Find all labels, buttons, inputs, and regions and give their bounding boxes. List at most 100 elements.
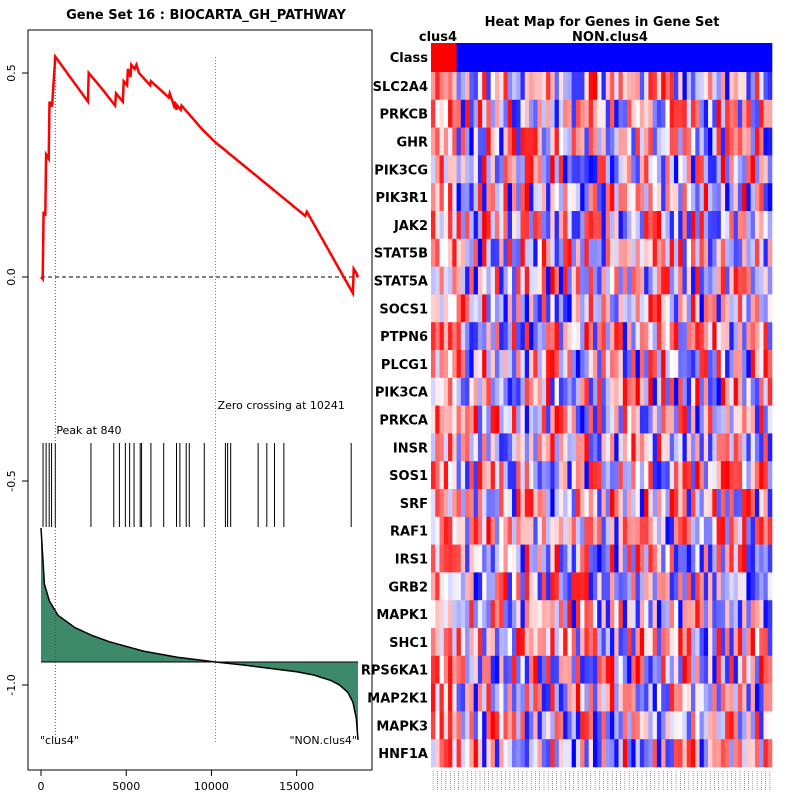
- heatmap-cell: [592, 72, 598, 101]
- heatmap-cell: [678, 739, 683, 768]
- heatmap-cell: [661, 433, 666, 462]
- heatmap-cell: [673, 238, 679, 267]
- heatmap-cell: [682, 266, 688, 295]
- heatmap-cell: [456, 350, 462, 379]
- heatmap-cell: [737, 628, 743, 657]
- heatmap-cell: [737, 600, 743, 629]
- heatmap-cell: [669, 572, 675, 601]
- heatmap-cell: [597, 377, 602, 406]
- heatmap-cell: [703, 377, 709, 406]
- heatmap-cell: [644, 711, 649, 740]
- heatmap-row-label: PRKCA: [379, 414, 428, 429]
- heatmap-cell: [712, 739, 717, 768]
- heatmap-cell: [503, 155, 509, 184]
- heatmap-cell: [435, 266, 440, 295]
- heatmap-cell: [661, 155, 666, 184]
- heatmap-cell: [486, 183, 491, 212]
- heatmap-cell: [541, 183, 547, 212]
- heatmap-cell: [648, 294, 653, 323]
- heatmap-cell: [648, 72, 653, 101]
- heatmap-cell: [750, 99, 756, 128]
- heatmap-cell: [682, 294, 688, 323]
- heatmap-cell: [490, 544, 496, 573]
- heatmap-cell: [486, 322, 491, 351]
- heatmap-cell: [592, 655, 598, 684]
- heatmap-cell: [511, 183, 517, 212]
- heatmap-cell: [494, 155, 500, 184]
- heatmap-cell: [507, 655, 513, 684]
- class-bar-segment: [431, 43, 457, 72]
- heatmap-cell: [686, 683, 692, 712]
- heatmap-cell: [494, 683, 500, 712]
- heatmap-cell: [469, 72, 474, 101]
- heatmap-cell: [452, 350, 457, 379]
- heatmap-cell: [699, 600, 705, 629]
- heatmap-cell: [699, 572, 705, 601]
- heatmap-cell: [716, 600, 722, 629]
- heatmap-cell: [580, 739, 585, 768]
- heatmap-cell: [473, 572, 479, 601]
- heatmap-row-label: GHR: [396, 136, 428, 151]
- heatmap-cell: [610, 377, 615, 406]
- heatmap-cell: [627, 350, 632, 379]
- heatmap-cell: [754, 461, 760, 490]
- heatmap-cell: [563, 377, 568, 406]
- heatmap-cell: [622, 350, 628, 379]
- heatmap-cell: [448, 350, 453, 379]
- heatmap-cell: [571, 711, 577, 740]
- heatmap-cell: [678, 683, 683, 712]
- heatmap-cell: [610, 433, 615, 462]
- heatmap-cell: [618, 155, 624, 184]
- heatmap-cell: [682, 211, 688, 240]
- heatmap-cell: [622, 628, 628, 657]
- heatmap-cell: [618, 294, 624, 323]
- heatmap-cell: [737, 433, 743, 462]
- heatmap-cell: [507, 489, 513, 518]
- heatmap-cell: [669, 683, 675, 712]
- heatmap-cell: [575, 294, 581, 323]
- heatmap-cell: [580, 99, 585, 128]
- heatmap-cell: [712, 600, 717, 629]
- heatmap-cell: [656, 72, 662, 101]
- heatmap-cell: [601, 433, 607, 462]
- heatmap-cell: [635, 655, 641, 684]
- heatmap-cell: [665, 266, 670, 295]
- heatmap-cell: [511, 99, 517, 128]
- heatmap-cell: [499, 628, 504, 657]
- heatmap-cell: [516, 322, 521, 351]
- heatmap-cell: [558, 183, 564, 212]
- heatmap-cell: [686, 544, 692, 573]
- heatmap-cell: [673, 322, 679, 351]
- heatmap-cell: [456, 433, 462, 462]
- heatmap-cell: [537, 99, 543, 128]
- heatmap-cell: [597, 739, 602, 768]
- heatmap-cell: [456, 683, 462, 712]
- heatmap-cell: [563, 600, 568, 629]
- heatmap-cell: [708, 516, 713, 545]
- heatmap-cell: [610, 489, 615, 518]
- heatmap-cell: [435, 683, 440, 712]
- heatmap-cell: [584, 238, 590, 267]
- heatmap-cell: [452, 544, 457, 573]
- heatmap-cell: [546, 572, 551, 601]
- heatmap-cell: [592, 377, 598, 406]
- heatmap-cell: [584, 377, 590, 406]
- heatmap-cell: [605, 600, 611, 629]
- heatmap-cell: [571, 238, 577, 267]
- heatmap-cell: [588, 628, 594, 657]
- heatmap-cell: [708, 266, 713, 295]
- heatmap-cell: [443, 266, 449, 295]
- heatmap-cell: [558, 155, 564, 184]
- heatmap-cell: [767, 72, 773, 101]
- heatmap-cell: [644, 461, 649, 490]
- heatmap-cell: [529, 711, 534, 740]
- heatmap-cell: [614, 683, 619, 712]
- heatmap-cell: [465, 72, 470, 101]
- heatmap-cell: [524, 266, 530, 295]
- heatmap-cell: [486, 655, 491, 684]
- zero-crossing-label: Zero crossing at 10241: [218, 399, 345, 412]
- heatmap-cell: [490, 183, 496, 212]
- heatmap-cell: [575, 433, 581, 462]
- heatmap-cell: [499, 266, 504, 295]
- heatmap-cell: [486, 155, 491, 184]
